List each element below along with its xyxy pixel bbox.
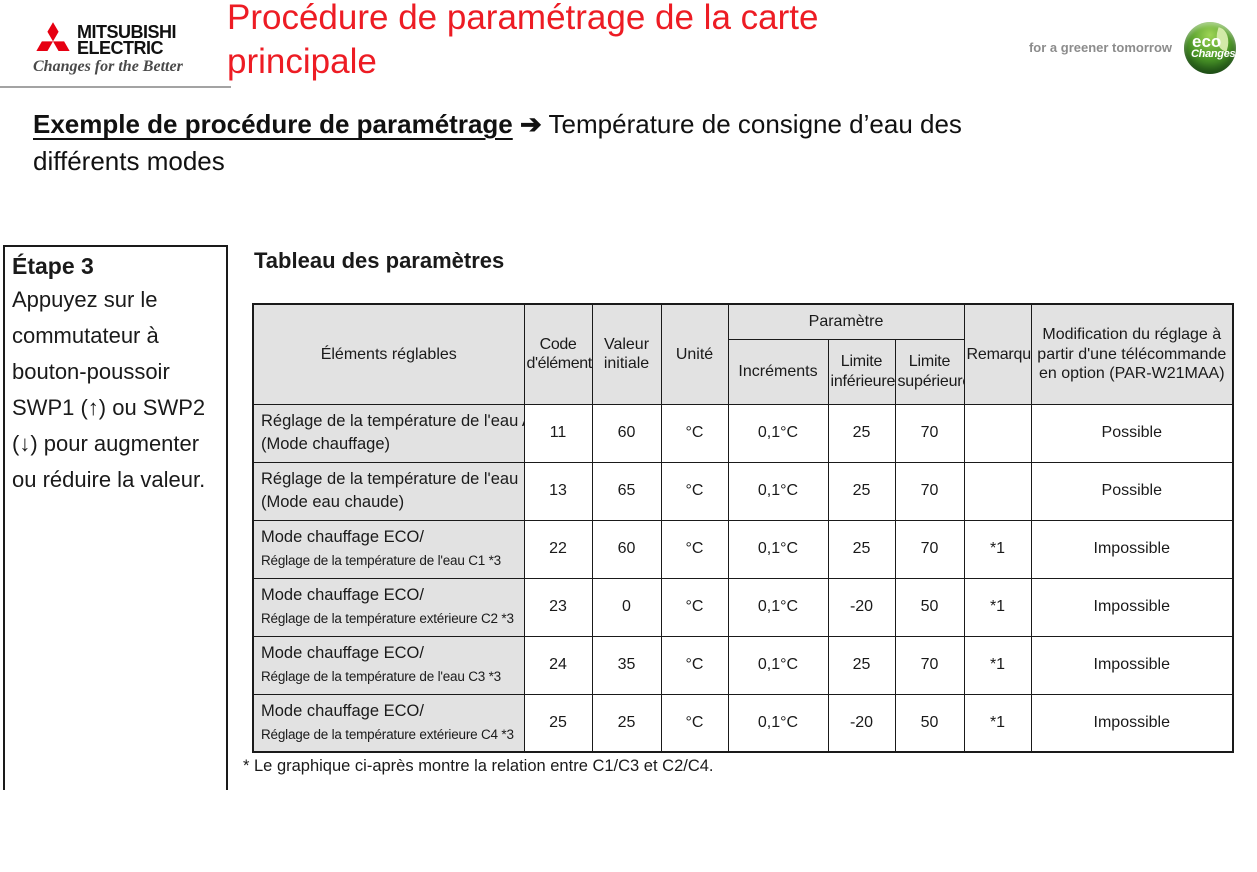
col-header-limite-inferieure: Limite inférieure bbox=[827, 338, 896, 405]
cell-initial: 35 bbox=[591, 635, 662, 695]
cell-unit: °C bbox=[660, 693, 729, 753]
step-title: Étape 3 bbox=[12, 253, 94, 279]
col-header-unite: Unité bbox=[660, 303, 729, 405]
cell-remark bbox=[963, 461, 1032, 521]
eco-badge-line1: eco bbox=[1192, 32, 1222, 51]
cell-code: 22 bbox=[523, 519, 593, 579]
cell-increment: 0,1°C bbox=[727, 519, 829, 579]
cell-upper: 70 bbox=[894, 403, 965, 463]
cell-increment: 0,1°C bbox=[727, 635, 829, 695]
row-label: Mode chauffage ECO/ Réglage de la tempér… bbox=[252, 577, 525, 637]
cell-unit: °C bbox=[660, 461, 729, 521]
col-header-elements: Éléments réglables bbox=[252, 303, 525, 405]
step-3-box: Étape 3 Appuyez sur le commutateur à bou… bbox=[3, 245, 228, 790]
page-title-line2: principale bbox=[227, 42, 377, 81]
cell-increment: 0,1°C bbox=[727, 403, 829, 463]
cell-lower: -20 bbox=[827, 577, 896, 637]
cell-initial: 60 bbox=[591, 403, 662, 463]
cell-code: 24 bbox=[523, 635, 593, 695]
brand-tagline: Changes for the Better bbox=[33, 58, 183, 75]
cell-upper: 70 bbox=[894, 635, 965, 695]
cell-upper: 50 bbox=[894, 577, 965, 637]
cell-remark: *1 bbox=[963, 577, 1032, 637]
cell-upper: 50 bbox=[894, 693, 965, 753]
page-title: Procédure de paramétrage de la carte pri… bbox=[227, 0, 1017, 84]
brand-name-line1: MITSUBISHI bbox=[77, 22, 177, 42]
eco-changes-icon: eco Changes bbox=[1184, 22, 1236, 74]
row-label: Mode chauffage ECO/ Réglage de la tempér… bbox=[252, 519, 525, 579]
row-label: Réglage de la température de l'eau B (Mo… bbox=[252, 461, 525, 521]
row-label: Mode chauffage ECO/ Réglage de la tempér… bbox=[252, 693, 525, 753]
col-header-valeur: Valeur initiale bbox=[591, 303, 662, 405]
col-header-increments: Incréments bbox=[727, 338, 829, 405]
cell-lower: 25 bbox=[827, 403, 896, 463]
table-row: Réglage de la température de l'eau B (Mo… bbox=[252, 461, 1234, 521]
eco-badge-line2: Changes bbox=[1191, 48, 1236, 60]
table-footnote: * Le graphique ci-après montre la relati… bbox=[243, 757, 714, 775]
cell-remark: *1 bbox=[963, 519, 1032, 579]
cell-remote: Possible bbox=[1030, 403, 1234, 463]
cell-remark: *1 bbox=[963, 693, 1032, 753]
cell-code: 25 bbox=[523, 693, 593, 753]
page-title-line1: Procédure de paramétrage de la carte bbox=[227, 0, 819, 37]
cell-remote: Impossible bbox=[1030, 577, 1234, 637]
row-label: Réglage de la température de l'eau A (Mo… bbox=[252, 403, 525, 463]
cell-initial: 0 bbox=[591, 577, 662, 637]
cell-upper: 70 bbox=[894, 519, 965, 579]
table-row: Mode chauffage ECO/ Réglage de la tempér… bbox=[252, 635, 1234, 695]
col-header-limite-superieure: Limite supérieure bbox=[894, 338, 965, 405]
greener-tomorrow-slogan: for a greener tomorrow bbox=[1028, 40, 1172, 55]
cell-unit: °C bbox=[660, 403, 729, 463]
subtitle-lead: Exemple de procédure de paramétrage bbox=[33, 109, 513, 139]
cell-increment: 0,1°C bbox=[727, 461, 829, 521]
cell-unit: °C bbox=[660, 635, 729, 695]
cell-unit: °C bbox=[660, 577, 729, 637]
cell-initial: 60 bbox=[591, 519, 662, 579]
brand-name-line2: ELECTRIC bbox=[77, 38, 164, 58]
col-group-parametre: Paramètre bbox=[727, 303, 965, 340]
cell-unit: °C bbox=[660, 519, 729, 579]
cell-code: 13 bbox=[523, 461, 593, 521]
col-header-modification: Modification du réglage à partir d'une t… bbox=[1030, 303, 1234, 405]
mitsubishi-three-diamond-icon bbox=[36, 22, 70, 52]
cell-remote: Impossible bbox=[1030, 635, 1234, 695]
arrow-right-icon: ➔ bbox=[519, 109, 542, 139]
cell-lower: 25 bbox=[827, 461, 896, 521]
cell-remote: Possible bbox=[1030, 461, 1234, 521]
cell-code: 11 bbox=[523, 403, 593, 463]
cell-code: 23 bbox=[523, 577, 593, 637]
cell-remark: *1 bbox=[963, 635, 1032, 695]
cell-upper: 70 bbox=[894, 461, 965, 521]
step-body: Appuyez sur le commutateur à bouton-pous… bbox=[12, 287, 206, 492]
table-row: Mode chauffage ECO/ Réglage de la tempér… bbox=[252, 693, 1234, 753]
cell-lower: -20 bbox=[827, 693, 896, 753]
cell-increment: 0,1°C bbox=[727, 693, 829, 753]
table-row: Mode chauffage ECO/ Réglage de la tempér… bbox=[252, 577, 1234, 637]
row-label: Mode chauffage ECO/ Réglage de la tempér… bbox=[252, 635, 525, 695]
cell-initial: 65 bbox=[591, 461, 662, 521]
subtitle-rest: Température de consigne d’eau des différ… bbox=[33, 109, 962, 176]
table-title: Tableau des paramètres bbox=[254, 248, 505, 273]
cell-lower: 25 bbox=[827, 635, 896, 695]
brand-name: MITSUBISHI ELECTRIC bbox=[77, 22, 177, 58]
cell-increment: 0,1°C bbox=[727, 577, 829, 637]
cell-remark bbox=[963, 403, 1032, 463]
col-header-remarques: Remarques bbox=[963, 303, 1032, 405]
cell-remote: Impossible bbox=[1030, 693, 1234, 753]
cell-remote: Impossible bbox=[1030, 519, 1234, 579]
example-subtitle: Exemple de procédure de paramétrage ➔ Te… bbox=[33, 106, 963, 180]
parameters-table: Éléments réglables Code d'élément Valeur… bbox=[252, 303, 1235, 753]
table-row: Réglage de la température de l'eau A (Mo… bbox=[252, 403, 1234, 463]
header-divider bbox=[0, 86, 231, 88]
table-row: Mode chauffage ECO/ Réglage de la tempér… bbox=[252, 519, 1234, 579]
col-header-code: Code d'élément bbox=[523, 303, 593, 405]
cell-initial: 25 bbox=[591, 693, 662, 753]
cell-lower: 25 bbox=[827, 519, 896, 579]
